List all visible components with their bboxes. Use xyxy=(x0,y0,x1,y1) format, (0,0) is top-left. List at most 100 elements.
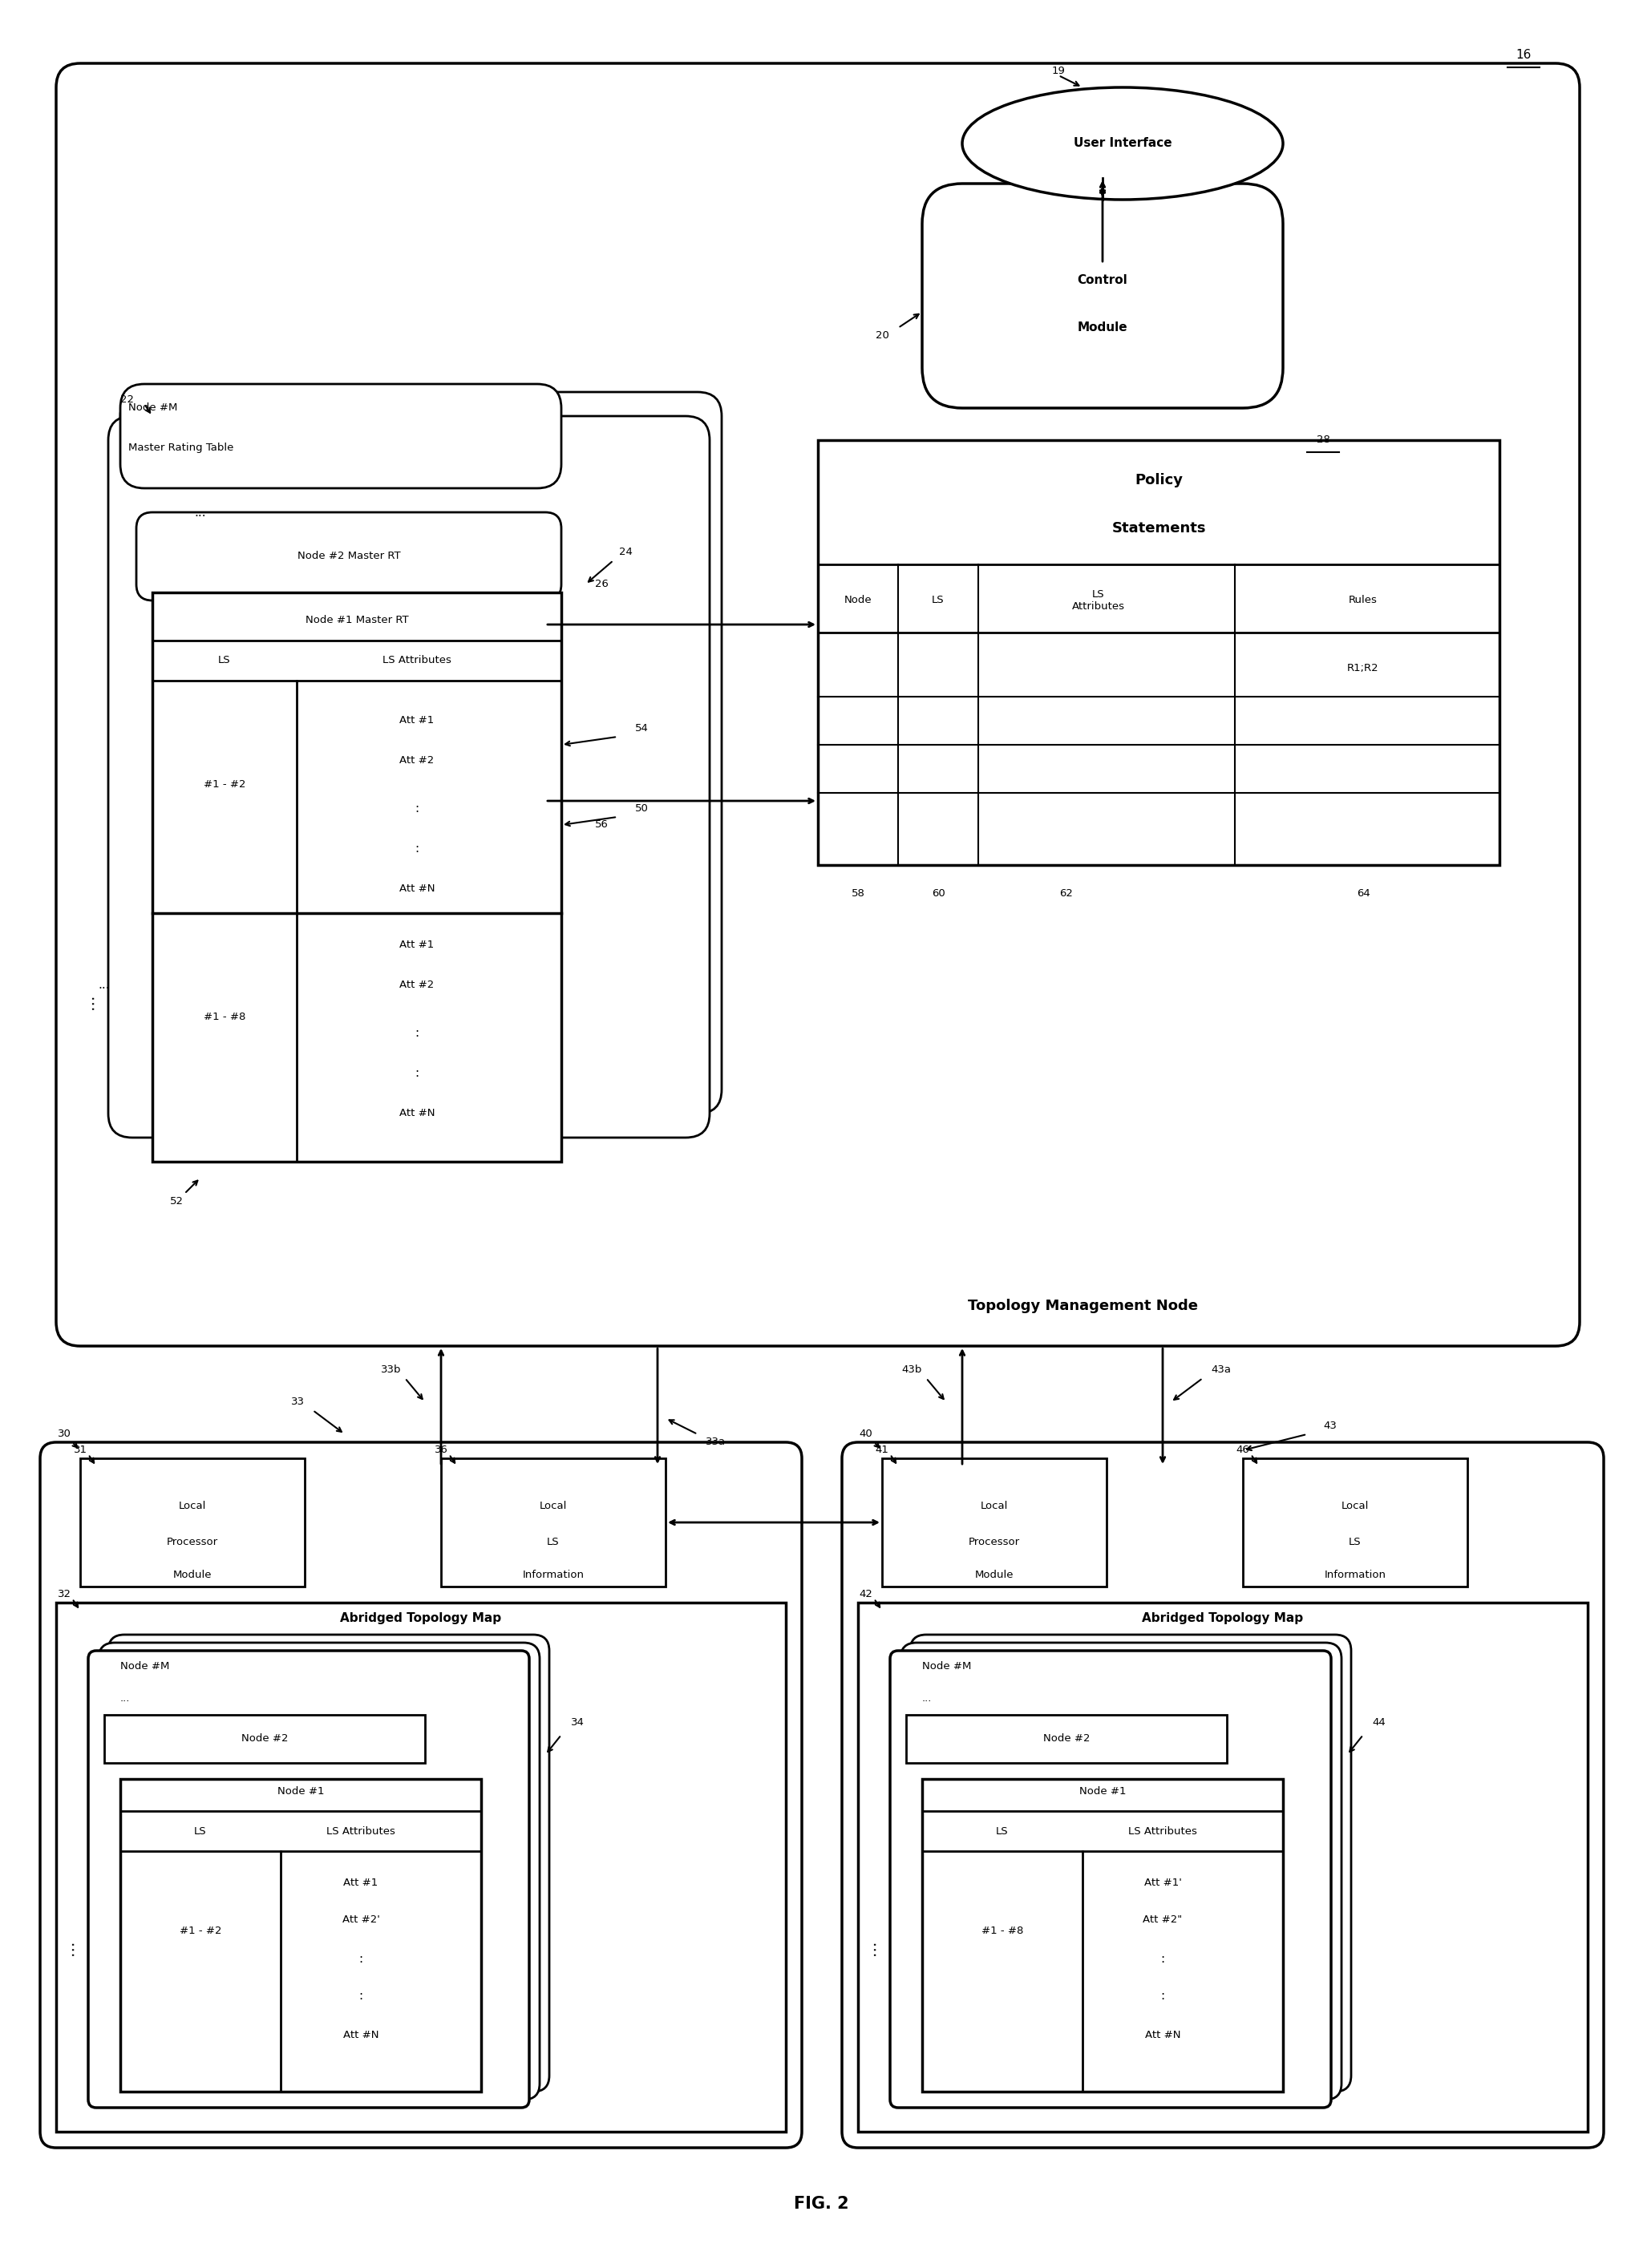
Text: Node #M: Node #M xyxy=(120,1662,169,1672)
Text: 54: 54 xyxy=(634,723,649,735)
Text: ...: ... xyxy=(922,1694,932,1703)
FancyBboxPatch shape xyxy=(99,1642,539,2100)
Text: Module: Module xyxy=(1078,322,1127,333)
Text: #1 - #8: #1 - #8 xyxy=(204,1012,245,1023)
FancyBboxPatch shape xyxy=(89,1651,529,2107)
Text: ⋯: ⋯ xyxy=(64,1939,81,1955)
Text: LS: LS xyxy=(996,1826,1009,1837)
FancyBboxPatch shape xyxy=(108,1635,549,2091)
Bar xyxy=(818,440,1500,864)
Text: 62: 62 xyxy=(1060,887,1073,898)
Text: Local: Local xyxy=(1341,1501,1369,1510)
Text: Att #1: Att #1 xyxy=(343,1878,378,1889)
Text: 50: 50 xyxy=(634,803,649,814)
Bar xyxy=(882,1458,1106,1588)
Text: Policy: Policy xyxy=(1135,474,1183,488)
Text: :: : xyxy=(358,1953,363,1966)
Text: Node #M: Node #M xyxy=(128,404,177,413)
Text: 24: 24 xyxy=(619,547,633,558)
Text: 19: 19 xyxy=(1052,66,1065,77)
Text: 58: 58 xyxy=(851,887,864,898)
Text: 44: 44 xyxy=(1372,1717,1387,1728)
Text: 52: 52 xyxy=(169,1198,184,1207)
Text: User Interface: User Interface xyxy=(1073,138,1171,150)
Text: LS Attributes: LS Attributes xyxy=(327,1826,396,1837)
Bar xyxy=(905,1715,1227,1762)
Bar xyxy=(922,1778,1283,2091)
Bar xyxy=(858,1603,1587,2132)
Text: Abridged Topology Map: Abridged Topology Map xyxy=(1142,1613,1303,1624)
Text: #1 - #2: #1 - #2 xyxy=(179,1926,222,1937)
Text: Att #1': Att #1' xyxy=(1144,1878,1181,1889)
Text: :: : xyxy=(416,1027,419,1039)
Text: 28: 28 xyxy=(1316,435,1329,445)
FancyBboxPatch shape xyxy=(922,184,1283,408)
Text: 60: 60 xyxy=(932,887,945,898)
Text: ...: ... xyxy=(194,506,207,519)
Text: Local: Local xyxy=(981,1501,1009,1510)
Text: LS
Attributes: LS Attributes xyxy=(1073,590,1125,612)
Text: Processor: Processor xyxy=(969,1538,1020,1547)
Text: Node #2: Node #2 xyxy=(1043,1733,1089,1744)
Text: 56: 56 xyxy=(595,819,608,830)
Text: 32: 32 xyxy=(58,1590,71,1599)
Text: FIG. 2: FIG. 2 xyxy=(794,2195,849,2211)
FancyBboxPatch shape xyxy=(120,383,562,488)
Text: Statements: Statements xyxy=(1112,522,1206,535)
Text: Att #N: Att #N xyxy=(399,1109,435,1118)
Text: R1;R2: R1;R2 xyxy=(1347,665,1378,674)
Text: LS: LS xyxy=(194,1826,207,1837)
Text: :: : xyxy=(416,1068,419,1080)
Text: Topology Management Node: Topology Management Node xyxy=(968,1300,1198,1313)
Text: 43: 43 xyxy=(1323,1422,1337,1431)
Text: Module: Module xyxy=(974,1569,1014,1581)
Text: Att #1: Att #1 xyxy=(399,939,434,950)
Text: LS: LS xyxy=(219,655,230,667)
Text: Att #2": Att #2" xyxy=(1144,1914,1183,1926)
FancyBboxPatch shape xyxy=(891,1651,1331,2107)
Text: Abridged Topology Map: Abridged Topology Map xyxy=(340,1613,501,1624)
Text: LS Attributes: LS Attributes xyxy=(1129,1826,1198,1837)
Text: 64: 64 xyxy=(1357,887,1370,898)
Bar xyxy=(440,1458,665,1588)
FancyBboxPatch shape xyxy=(136,513,562,601)
Text: Att #2': Att #2' xyxy=(342,1914,380,1926)
Text: 33b: 33b xyxy=(381,1365,401,1374)
Text: Local: Local xyxy=(539,1501,567,1510)
Text: Node #2: Node #2 xyxy=(242,1733,288,1744)
Text: 26: 26 xyxy=(595,578,608,590)
Bar xyxy=(120,1778,481,2091)
Text: 42: 42 xyxy=(859,1590,872,1599)
Text: 34: 34 xyxy=(570,1717,585,1728)
Text: Node: Node xyxy=(845,594,872,606)
Text: :: : xyxy=(1160,1989,1165,2000)
FancyBboxPatch shape xyxy=(108,415,710,1139)
FancyBboxPatch shape xyxy=(900,1642,1341,2100)
Text: Att #N: Att #N xyxy=(399,885,435,894)
Text: Information: Information xyxy=(522,1569,585,1581)
FancyBboxPatch shape xyxy=(120,392,721,1114)
Text: Master Rating Table: Master Rating Table xyxy=(128,442,233,454)
Text: 40: 40 xyxy=(859,1429,872,1440)
Bar xyxy=(1242,1458,1467,1588)
Text: Information: Information xyxy=(1324,1569,1387,1581)
Text: Att #N: Att #N xyxy=(1145,2030,1181,2041)
Text: 30: 30 xyxy=(58,1429,71,1440)
Text: ⋯: ⋯ xyxy=(866,1939,882,1955)
Text: #1 - #2: #1 - #2 xyxy=(204,780,245,789)
Text: Node #M: Node #M xyxy=(922,1662,971,1672)
Text: LS Attributes: LS Attributes xyxy=(383,655,452,667)
Bar xyxy=(104,1715,426,1762)
Text: 46: 46 xyxy=(1236,1445,1250,1456)
FancyBboxPatch shape xyxy=(39,1442,802,2148)
Text: 33a: 33a xyxy=(705,1438,726,1447)
Text: 36: 36 xyxy=(434,1445,449,1456)
Text: Local: Local xyxy=(179,1501,207,1510)
Text: 20: 20 xyxy=(876,331,889,340)
Text: 31: 31 xyxy=(74,1445,87,1456)
FancyBboxPatch shape xyxy=(910,1635,1351,2091)
Text: LS: LS xyxy=(1349,1538,1362,1547)
Text: 41: 41 xyxy=(876,1445,889,1456)
Text: :: : xyxy=(416,803,419,814)
Text: #1 - #8: #1 - #8 xyxy=(981,1926,1024,1937)
